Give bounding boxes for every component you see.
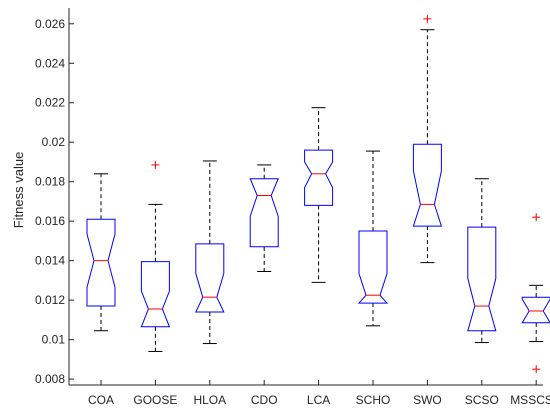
box-goose	[140, 261, 171, 328]
box-swo	[412, 143, 443, 227]
y-tick-label: 0.024	[35, 56, 65, 70]
x-tick-label: GOOSE	[133, 393, 177, 407]
box-lca	[304, 149, 334, 206]
box-scho	[357, 230, 389, 304]
x-tick-label: CDO	[251, 393, 278, 407]
x-tick-label: HLOA	[193, 393, 226, 407]
y-tick-label: 0.012	[35, 293, 65, 307]
box-coa	[86, 218, 116, 307]
y-tick-label: 0.01	[42, 333, 66, 347]
y-axis-label: Fitness value	[11, 152, 26, 229]
box-msscso	[521, 296, 550, 324]
x-tick-label: LCA	[307, 393, 330, 407]
box-cdo	[249, 178, 279, 248]
x-tick-label: SCHO	[356, 393, 391, 407]
y-tick-label: 0.008	[35, 372, 65, 386]
y-tick-label: 0.014	[35, 254, 65, 268]
y-tick-label: 0.026	[35, 17, 65, 31]
y-tick-label: 0.018	[35, 175, 65, 189]
x-tick-label: SWO	[413, 393, 442, 407]
y-tick-label: 0.016	[35, 214, 65, 228]
y-tick-label: 0.022	[35, 96, 65, 110]
box-hloa	[195, 243, 225, 313]
x-tick-label: SCSO	[465, 393, 499, 407]
box-scso	[467, 226, 497, 332]
y-tick-label: 0.02	[42, 135, 66, 149]
x-tick-label: MSSCSO	[510, 393, 550, 407]
plot-area: 0.008 0.01 0.012 0.014 0.016 0.018 0.02 0.022 0.…	[35, 8, 550, 407]
x-tick-label: COA	[88, 393, 114, 407]
